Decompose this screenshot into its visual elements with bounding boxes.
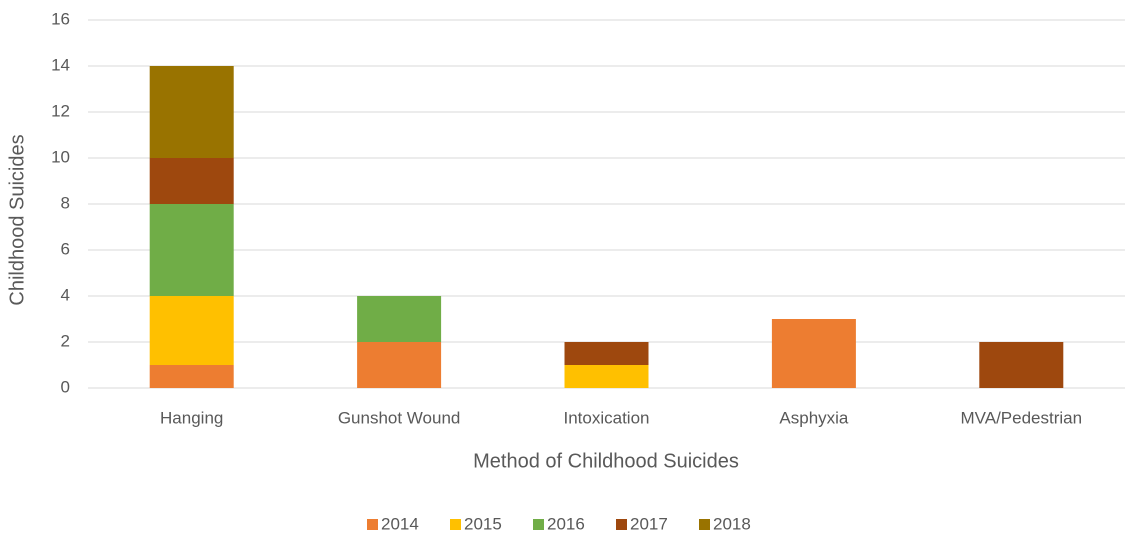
legend-swatch [699, 519, 710, 530]
legend-swatch [367, 519, 378, 530]
y-tick-label: 12 [51, 101, 70, 120]
legend-label: 2017 [630, 514, 668, 533]
bar-segment [149, 158, 234, 204]
y-tick-label: 6 [61, 239, 70, 258]
x-tick-label: Asphyxia [779, 408, 849, 427]
bar-segment [564, 365, 649, 388]
bar-segment [149, 204, 234, 296]
legend-label: 2018 [713, 514, 751, 533]
legend-swatch [533, 519, 544, 530]
bar-segment [771, 319, 856, 388]
x-axis-title: Method of Childhood Suicides [473, 450, 739, 472]
legend-swatch [616, 519, 627, 530]
legend-label: 2015 [464, 514, 502, 533]
bar-segment [357, 342, 442, 388]
y-tick-label: 4 [61, 285, 70, 304]
x-tick-label: Gunshot Wound [338, 408, 461, 427]
y-tick-label: 8 [61, 193, 70, 212]
bar-segment [564, 342, 649, 365]
y-tick-label: 2 [61, 331, 70, 350]
legend-label: 2016 [547, 514, 585, 533]
bar-segment [149, 66, 234, 158]
y-tick-label: 16 [51, 9, 70, 28]
legend-swatch [450, 519, 461, 530]
bar-segment [979, 342, 1064, 388]
bar-segment [357, 296, 442, 342]
x-tick-label: Hanging [160, 408, 223, 427]
y-axis-title: Childhood Suicides [6, 134, 28, 305]
bar-segment [149, 365, 234, 388]
y-tick-label: 14 [51, 55, 70, 74]
x-tick-label: Intoxication [564, 408, 650, 427]
bar-segment [149, 296, 234, 365]
x-tick-label: MVA/Pedestrian [961, 408, 1083, 427]
y-tick-label: 0 [61, 377, 70, 396]
y-tick-label: 10 [51, 147, 70, 166]
legend-label: 2014 [381, 514, 419, 533]
